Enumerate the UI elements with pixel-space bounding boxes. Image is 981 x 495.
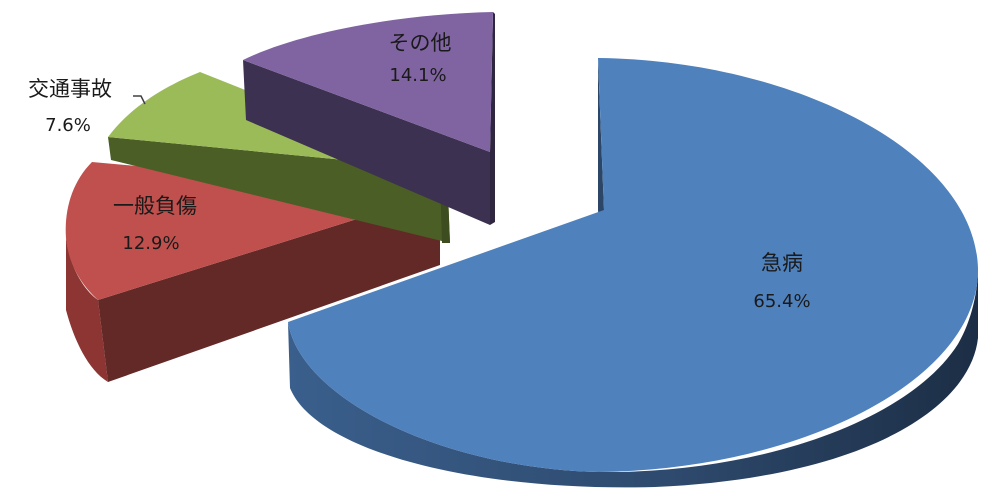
slice-kyubyo <box>288 58 979 488</box>
slice-sonota-top <box>243 12 493 152</box>
slice-ippan-fusho-side <box>66 238 108 382</box>
slice-ippan-fusho-cut <box>98 193 440 382</box>
slice-kyubyo-top <box>288 58 979 472</box>
leader-line <box>133 95 146 105</box>
slice-sonota-side2 <box>490 12 495 225</box>
label-ippan-fusho-name: 一般負傷 <box>113 194 197 218</box>
label-kotsu-jiko-value: 7.6% <box>45 115 91 136</box>
label-kyubyo-value: 65.4% <box>753 291 810 312</box>
label-kotsu-jiko-name: 交通事故 <box>28 77 112 101</box>
slice-sonota-side <box>243 60 490 225</box>
slice-sonota <box>243 12 495 225</box>
label-ippan-fusho-value: 12.9% <box>122 233 179 254</box>
label-sonota-value: 14.1% <box>389 65 446 86</box>
label-sonota-name: その他 <box>389 31 452 55</box>
label-kyubyo-name: 急病 <box>761 251 803 275</box>
